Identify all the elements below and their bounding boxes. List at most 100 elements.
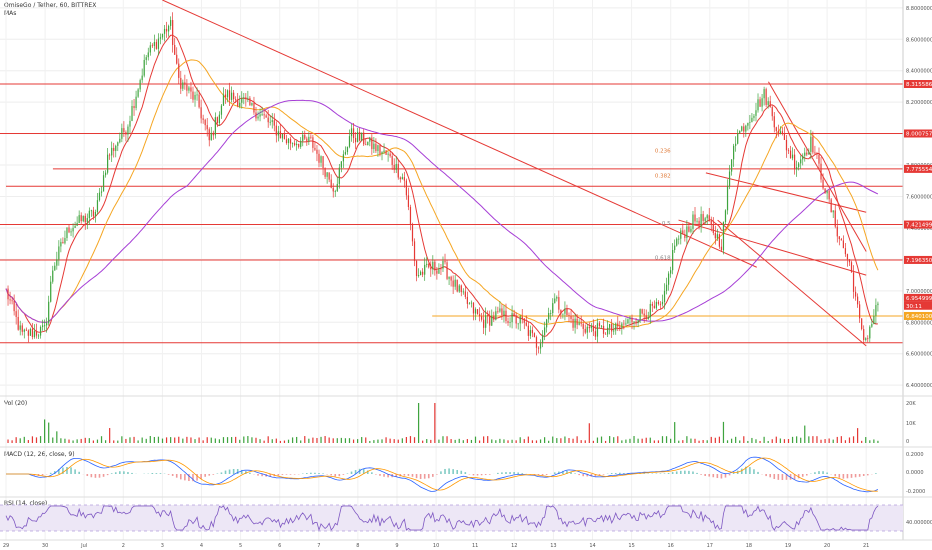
candle-body[interactable] bbox=[436, 270, 438, 274]
candle-body[interactable] bbox=[818, 154, 820, 164]
candle-body[interactable] bbox=[568, 315, 570, 316]
candle-body[interactable] bbox=[873, 315, 875, 324]
candle-body[interactable] bbox=[19, 325, 21, 330]
candle-body[interactable] bbox=[647, 317, 649, 320]
candle-body[interactable] bbox=[586, 326, 588, 333]
candle-body[interactable] bbox=[9, 299, 11, 301]
candle-body[interactable] bbox=[415, 261, 418, 277]
candle-body[interactable] bbox=[123, 128, 125, 133]
candle-body[interactable] bbox=[564, 308, 566, 314]
candle-body[interactable] bbox=[852, 272, 855, 292]
candle-body[interactable] bbox=[88, 210, 90, 219]
candle-body[interactable] bbox=[645, 315, 647, 320]
candle-body[interactable] bbox=[96, 200, 99, 213]
candle-body[interactable] bbox=[129, 120, 131, 127]
candle-body[interactable] bbox=[68, 227, 70, 233]
candle-body[interactable] bbox=[102, 175, 105, 192]
candle-body[interactable] bbox=[808, 151, 810, 155]
candle-body[interactable] bbox=[33, 331, 36, 338]
candle-body[interactable] bbox=[23, 329, 25, 332]
candle-body[interactable] bbox=[104, 172, 107, 176]
trendline[interactable] bbox=[717, 219, 867, 347]
candle-body[interactable] bbox=[454, 279, 456, 287]
candle-body[interactable] bbox=[556, 297, 558, 299]
candle-body[interactable] bbox=[456, 279, 458, 292]
candle-body[interactable] bbox=[184, 82, 186, 85]
candle-body[interactable] bbox=[214, 117, 216, 136]
candle-body[interactable] bbox=[289, 138, 292, 144]
candle-body[interactable] bbox=[607, 327, 609, 335]
candle-body[interactable] bbox=[31, 328, 34, 338]
candle-body[interactable] bbox=[21, 325, 23, 332]
candle-body[interactable] bbox=[338, 167, 340, 184]
candle-body[interactable] bbox=[637, 320, 639, 324]
candle-body[interactable] bbox=[245, 97, 247, 100]
candle-body[interactable] bbox=[145, 57, 147, 60]
candle-body[interactable] bbox=[422, 271, 424, 275]
candle-body[interactable] bbox=[550, 313, 552, 314]
candle-body[interactable] bbox=[111, 147, 113, 156]
candle-body[interactable] bbox=[743, 126, 745, 132]
candle-body[interactable] bbox=[720, 246, 723, 251]
candle-body[interactable] bbox=[621, 323, 623, 328]
candle-body[interactable] bbox=[690, 228, 692, 232]
candle-body[interactable] bbox=[869, 326, 871, 339]
candle-body[interactable] bbox=[828, 190, 830, 200]
candle-body[interactable] bbox=[877, 303, 879, 306]
candle-body[interactable] bbox=[251, 103, 253, 106]
candle-body[interactable] bbox=[834, 210, 836, 227]
candle-body[interactable] bbox=[330, 179, 332, 188]
candle-body[interactable] bbox=[708, 215, 710, 222]
candle-body[interactable] bbox=[263, 114, 265, 116]
candle-body[interactable] bbox=[452, 280, 454, 287]
candle-body[interactable] bbox=[117, 142, 119, 146]
candle-body[interactable] bbox=[438, 268, 440, 274]
candle-body[interactable] bbox=[401, 177, 403, 180]
candle-body[interactable] bbox=[261, 114, 263, 116]
candle-body[interactable] bbox=[182, 82, 184, 89]
candle-body[interactable] bbox=[241, 98, 243, 103]
candle-body[interactable] bbox=[308, 136, 310, 142]
candle-body[interactable] bbox=[50, 281, 52, 302]
candle-body[interactable] bbox=[470, 302, 473, 304]
candle-body[interactable] bbox=[239, 102, 241, 107]
candle-body[interactable] bbox=[515, 315, 517, 324]
candle-body[interactable] bbox=[651, 303, 653, 306]
candle-body[interactable] bbox=[228, 90, 231, 100]
candle-body[interactable] bbox=[489, 316, 491, 326]
candle-body[interactable] bbox=[682, 230, 684, 235]
candle-body[interactable] bbox=[420, 271, 422, 276]
candle-body[interactable] bbox=[448, 276, 450, 279]
candle-body[interactable] bbox=[625, 323, 627, 325]
candle-body[interactable] bbox=[783, 133, 786, 140]
candle-body[interactable] bbox=[806, 152, 808, 155]
candle-body[interactable] bbox=[726, 186, 729, 211]
candle-body[interactable] bbox=[125, 132, 127, 135]
candle-body[interactable] bbox=[389, 153, 391, 157]
candle-body[interactable] bbox=[273, 120, 275, 126]
candle-body[interactable] bbox=[115, 145, 117, 151]
candle-body[interactable] bbox=[576, 318, 578, 325]
candle-body[interactable] bbox=[361, 132, 363, 141]
candle-body[interactable] bbox=[222, 94, 225, 106]
candle-body[interactable] bbox=[340, 161, 342, 168]
candle-body[interactable] bbox=[224, 94, 227, 98]
candle-body[interactable] bbox=[147, 52, 149, 58]
candle-body[interactable] bbox=[190, 87, 192, 92]
candle-body[interactable] bbox=[296, 143, 298, 146]
candle-body[interactable] bbox=[159, 37, 162, 39]
candle-body[interactable] bbox=[525, 322, 527, 326]
candle-body[interactable] bbox=[269, 121, 271, 123]
candle-body[interactable] bbox=[613, 330, 615, 332]
candle-body[interactable] bbox=[476, 309, 479, 315]
candle-body[interactable] bbox=[344, 152, 347, 155]
candle-body[interactable] bbox=[552, 303, 554, 314]
candle-body[interactable] bbox=[582, 323, 584, 329]
candle-body[interactable] bbox=[426, 263, 428, 265]
candle-body[interactable] bbox=[198, 94, 200, 108]
candle-body[interactable] bbox=[188, 87, 190, 91]
candle-body[interactable] bbox=[58, 246, 60, 260]
candle-body[interactable] bbox=[548, 313, 550, 320]
candle-body[interactable] bbox=[558, 297, 560, 310]
candle-body[interactable] bbox=[200, 107, 202, 119]
